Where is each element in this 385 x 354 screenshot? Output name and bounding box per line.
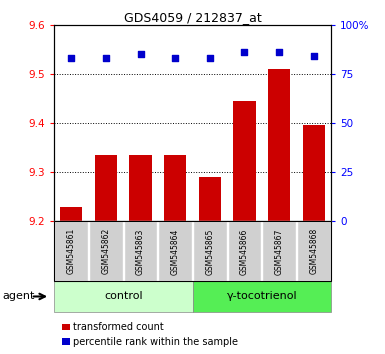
Text: agent: agent [2, 291, 34, 302]
Text: GSM545862: GSM545862 [101, 228, 110, 274]
Bar [199, 177, 221, 221]
Point [68, 55, 74, 61]
Bar [129, 155, 152, 221]
Point [276, 50, 282, 55]
Point [311, 53, 317, 59]
Bar [60, 206, 82, 221]
Bar [268, 69, 290, 221]
Point [103, 55, 109, 61]
Bar [95, 155, 117, 221]
Text: GSM545863: GSM545863 [136, 228, 145, 275]
Bar [233, 101, 256, 221]
Point [137, 51, 144, 57]
Text: GSM545864: GSM545864 [171, 228, 180, 275]
Text: GDS4059 / 212837_at: GDS4059 / 212837_at [124, 11, 261, 24]
Point [241, 50, 248, 55]
Text: γ-tocotrienol: γ-tocotrienol [226, 291, 297, 302]
Text: GSM545867: GSM545867 [275, 228, 284, 275]
Text: transformed count: transformed count [73, 322, 164, 332]
Text: GSM545866: GSM545866 [240, 228, 249, 275]
Text: GSM545868: GSM545868 [309, 228, 318, 274]
Bar [303, 125, 325, 221]
Bar [164, 155, 186, 221]
Text: percentile rank within the sample: percentile rank within the sample [73, 337, 238, 347]
Text: GSM545865: GSM545865 [205, 228, 214, 275]
Point [172, 55, 178, 61]
Text: control: control [104, 291, 142, 302]
Text: GSM545861: GSM545861 [67, 228, 76, 274]
Point [207, 55, 213, 61]
